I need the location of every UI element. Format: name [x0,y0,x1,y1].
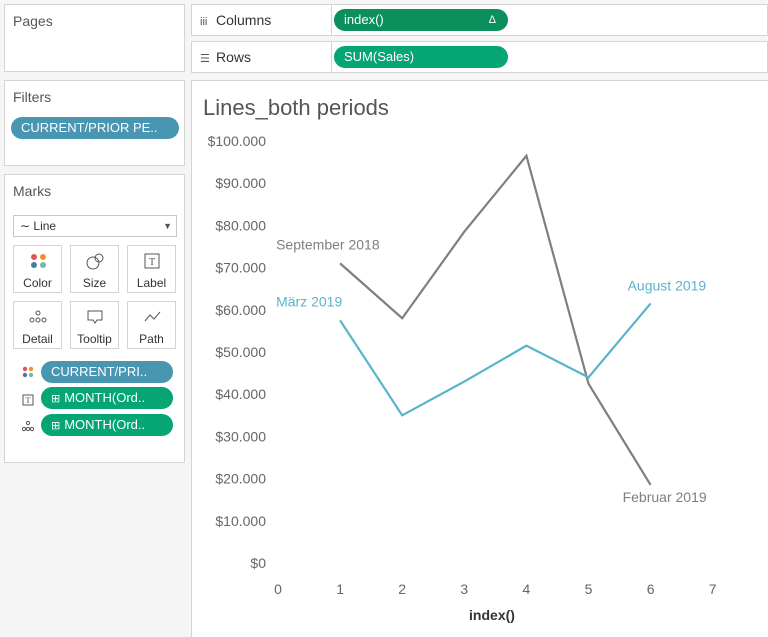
svg-text:T: T [149,257,155,268]
y-tick-label: $40.000 [215,386,266,402]
y-tick-label: $0 [250,555,266,571]
label-button[interactable]: T Label [127,245,176,293]
color-button-label: Color [23,276,52,290]
marks-detail-field-pill[interactable]: ⊞ MONTH(Ord.. [41,414,173,436]
marks-detail-field-text: MONTH(Ord.. [64,417,146,432]
y-axis: $100.000 $90.000 $80.000 $70.000 $60.000 $50.… [208,133,267,571]
x-tick-label: 3 [460,581,468,597]
mark-type-dropdown[interactable]: ∼ Line ▼ [13,215,177,237]
y-tick-label: $70.000 [215,260,266,276]
chevron-down-icon[interactable]: ▼ [163,221,172,231]
path-button[interactable]: Path [127,301,176,349]
marks-title: Marks [13,183,52,199]
series-start-label: September 2018 [276,236,380,252]
series-line-sep2018-feb2019[interactable] [339,153,652,486]
series-end-label: Februar 2019 [623,489,707,505]
columns-pill-text: index() [344,12,384,27]
x-tick-label: 5 [585,581,593,597]
x-axis-title: index() [469,607,515,623]
tooltip-button-label: Tooltip [77,332,112,346]
marks-color-field-pill[interactable]: CURRENT/PRI.. [41,361,173,383]
color-palette-icon [31,254,46,268]
y-tick-label: $10.000 [215,513,266,529]
columns-label-text: Columns [216,12,272,28]
x-axis: 0 1 2 3 4 5 6 7 [274,581,717,597]
marks-label-field-text: MONTH(Ord.. [64,390,146,405]
rows-sum-sales-pill[interactable]: SUM(Sales) [334,46,508,68]
tooltip-button[interactable]: Tooltip [70,301,119,349]
mark-type-value: Line [33,219,57,233]
tooltip-icon [87,310,103,324]
rows-shelf-label: ☰ Rows [192,42,332,72]
pages-title: Pages [13,13,53,29]
detail-button-label: Detail [22,332,53,346]
marks-label-field-pill[interactable]: ⊞ MONTH(Ord.. [41,387,173,409]
line-chart[interactable]: $100.000 $90.000 $80.000 $70.000 $60.000 $50.… [192,81,768,637]
x-tick-label: 4 [523,581,531,597]
size-button[interactable]: Size [70,245,119,293]
rows-shelf[interactable]: ☰ Rows SUM(Sales) [191,41,768,73]
detail-button[interactable]: Detail [13,301,62,349]
series-line-mar2019-aug2019[interactable] [339,302,652,417]
y-tick-label: $30.000 [215,428,266,444]
x-tick-label: 1 [336,581,344,597]
series-lines[interactable] [339,153,652,486]
y-tick-label: $90.000 [215,175,266,191]
filters-title: Filters [13,89,52,105]
path-button-label: Path [139,332,164,346]
columns-index-pill[interactable]: index() Δ [334,9,508,31]
columns-icon: iii [200,16,208,28]
filters-panel[interactable]: Filters CURRENT/PRIOR PE.. [4,80,185,166]
path-icon [144,311,161,322]
y-tick-label: $100.000 [208,133,267,149]
columns-shelf[interactable]: iii Columns index() Δ [191,4,768,36]
x-tick-label: 7 [709,581,717,597]
line-mark-icon: ∼ [20,219,34,233]
y-tick-label: $50.000 [215,344,266,360]
chart-area[interactable]: $100.000 $90.000 $80.000 $70.000 $60.000 $50.… [191,80,768,637]
chart-title: Lines_both periods [203,95,389,120]
series-labels: September 2018 Februar 2019 März 2019 Augus… [276,236,707,505]
rows-label-text: Rows [216,49,252,65]
color-palette-icon [22,366,34,378]
detail-icon [29,310,47,323]
rows-icon: ☰ [200,53,210,65]
label-button-label: Label [136,276,167,290]
size-button-label: Size [82,276,107,290]
text-label-icon: T [144,253,160,269]
x-tick-label: 0 [274,581,282,597]
y-tick-label: $20.000 [215,471,266,487]
delta-icon: Δ [488,14,496,26]
series-end-label: August 2019 [628,277,707,293]
y-tick-label: $60.000 [215,302,266,318]
y-tick-label: $80.000 [215,217,266,233]
series-start-label: März 2019 [276,293,342,309]
filter-pill-current-prior[interactable]: CURRENT/PRIOR PE.. [11,117,179,139]
text-label-icon: T [22,394,34,406]
expand-plus-icon[interactable]: ⊞ [51,393,61,405]
x-tick-label: 2 [398,581,406,597]
columns-shelf-label: iii Columns [192,5,332,35]
pages-panel[interactable]: Pages [4,4,185,72]
color-button[interactable]: Color [13,245,62,293]
detail-icon [21,420,35,432]
svg-text:T: T [26,396,31,405]
x-tick-label: 6 [647,581,655,597]
size-icon [86,253,104,270]
expand-plus-icon[interactable]: ⊞ [51,420,61,432]
marks-panel: Marks ∼ Line ▼ Color Size T Label Detail [4,174,185,463]
